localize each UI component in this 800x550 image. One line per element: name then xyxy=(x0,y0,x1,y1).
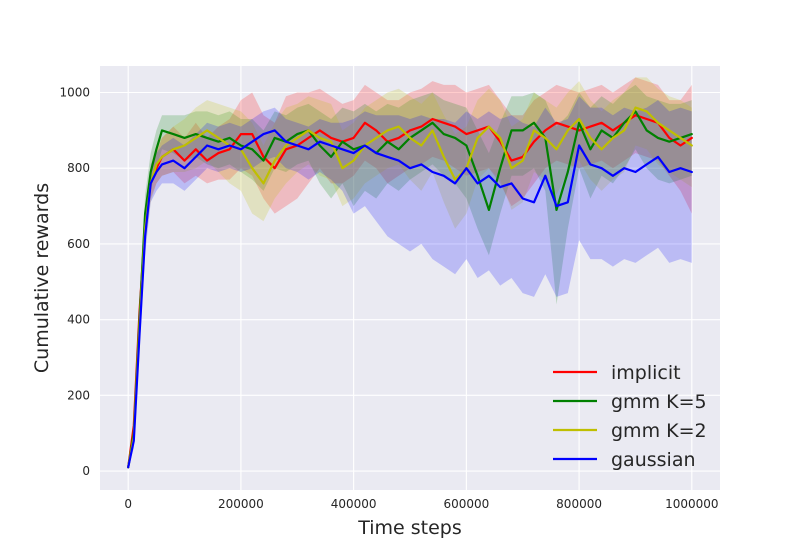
y-tick-label: 400 xyxy=(67,313,90,327)
y-tick-label: 0 xyxy=(82,464,90,478)
x-tick-label: 200000 xyxy=(218,497,264,511)
y-tick-label: 1000 xyxy=(59,86,90,100)
x-axis-label: Time steps xyxy=(357,517,462,539)
legend-label: gmm K=2 xyxy=(611,420,707,442)
x-tick-label: 400000 xyxy=(331,497,377,511)
series-line-gaussian xyxy=(127,129,693,469)
legend-label: gmm K=5 xyxy=(611,391,707,413)
y-tick-label: 600 xyxy=(67,237,90,251)
x-tick-label: 600000 xyxy=(443,497,489,511)
series-line-gmm-k-5 xyxy=(127,110,693,469)
legend-label: gaussian xyxy=(611,449,696,471)
y-tick-label: 800 xyxy=(67,161,90,175)
y-tick-label: 200 xyxy=(67,388,90,402)
y-tick-labels: 0 200 400 600 800 1000 xyxy=(59,86,90,479)
x-tick-label: 0 xyxy=(124,497,132,511)
series-line-gmm-k-2 xyxy=(127,106,693,469)
y-axis-label: Cumulative rewards xyxy=(31,183,53,373)
series-line-implicit xyxy=(127,114,693,469)
legend: implicit gmm K=5 gmm K=2 gaussian xyxy=(553,362,707,471)
x-tick-label: 1000000 xyxy=(665,497,718,511)
x-tick-label: 800000 xyxy=(556,497,602,511)
x-tick-labels: 0 200000 400000 600000 800000 1000000 xyxy=(124,497,718,511)
series-lines xyxy=(127,106,693,469)
legend-label: implicit xyxy=(611,362,681,384)
band-implicit xyxy=(128,77,692,468)
